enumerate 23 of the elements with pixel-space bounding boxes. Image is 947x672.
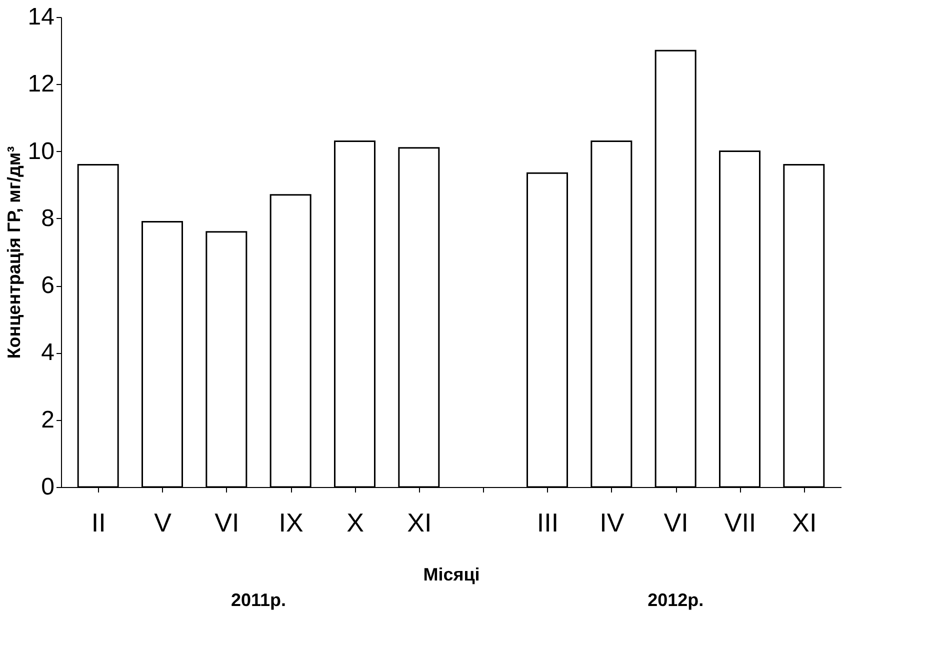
x-tick-label: VII <box>724 508 756 538</box>
x-tick-label: III <box>536 508 559 538</box>
x-tick-label: X <box>346 508 364 538</box>
y-tick-label: 0 <box>41 474 54 500</box>
x-tick-label: IX <box>278 508 304 538</box>
y-tick-label: 14 <box>28 4 54 30</box>
x-tick-label: VI <box>214 508 240 538</box>
x-tick-label: II <box>91 508 106 538</box>
y-axis-title: Концентрація ГР, мг/дм³ <box>4 146 24 359</box>
x-tick-label: XI <box>792 508 817 538</box>
y-tick-label: 10 <box>28 138 54 165</box>
y-tick-label: 6 <box>41 272 54 300</box>
text: 2011р. <box>230 590 286 610</box>
x-tick-label: XI <box>407 508 432 538</box>
x-tick-label: IV <box>600 508 625 538</box>
y-tick-label: 8 <box>41 204 54 232</box>
y-tick-label: 4 <box>41 339 54 366</box>
y-tick-label: 2 <box>41 406 54 434</box>
x-axis-title: Місяці <box>423 564 480 584</box>
x-tick-label: VI <box>664 508 688 538</box>
x-tick-label: V <box>154 508 172 538</box>
text: 2012р. <box>648 590 704 610</box>
y-tick-label: 12 <box>28 70 54 98</box>
